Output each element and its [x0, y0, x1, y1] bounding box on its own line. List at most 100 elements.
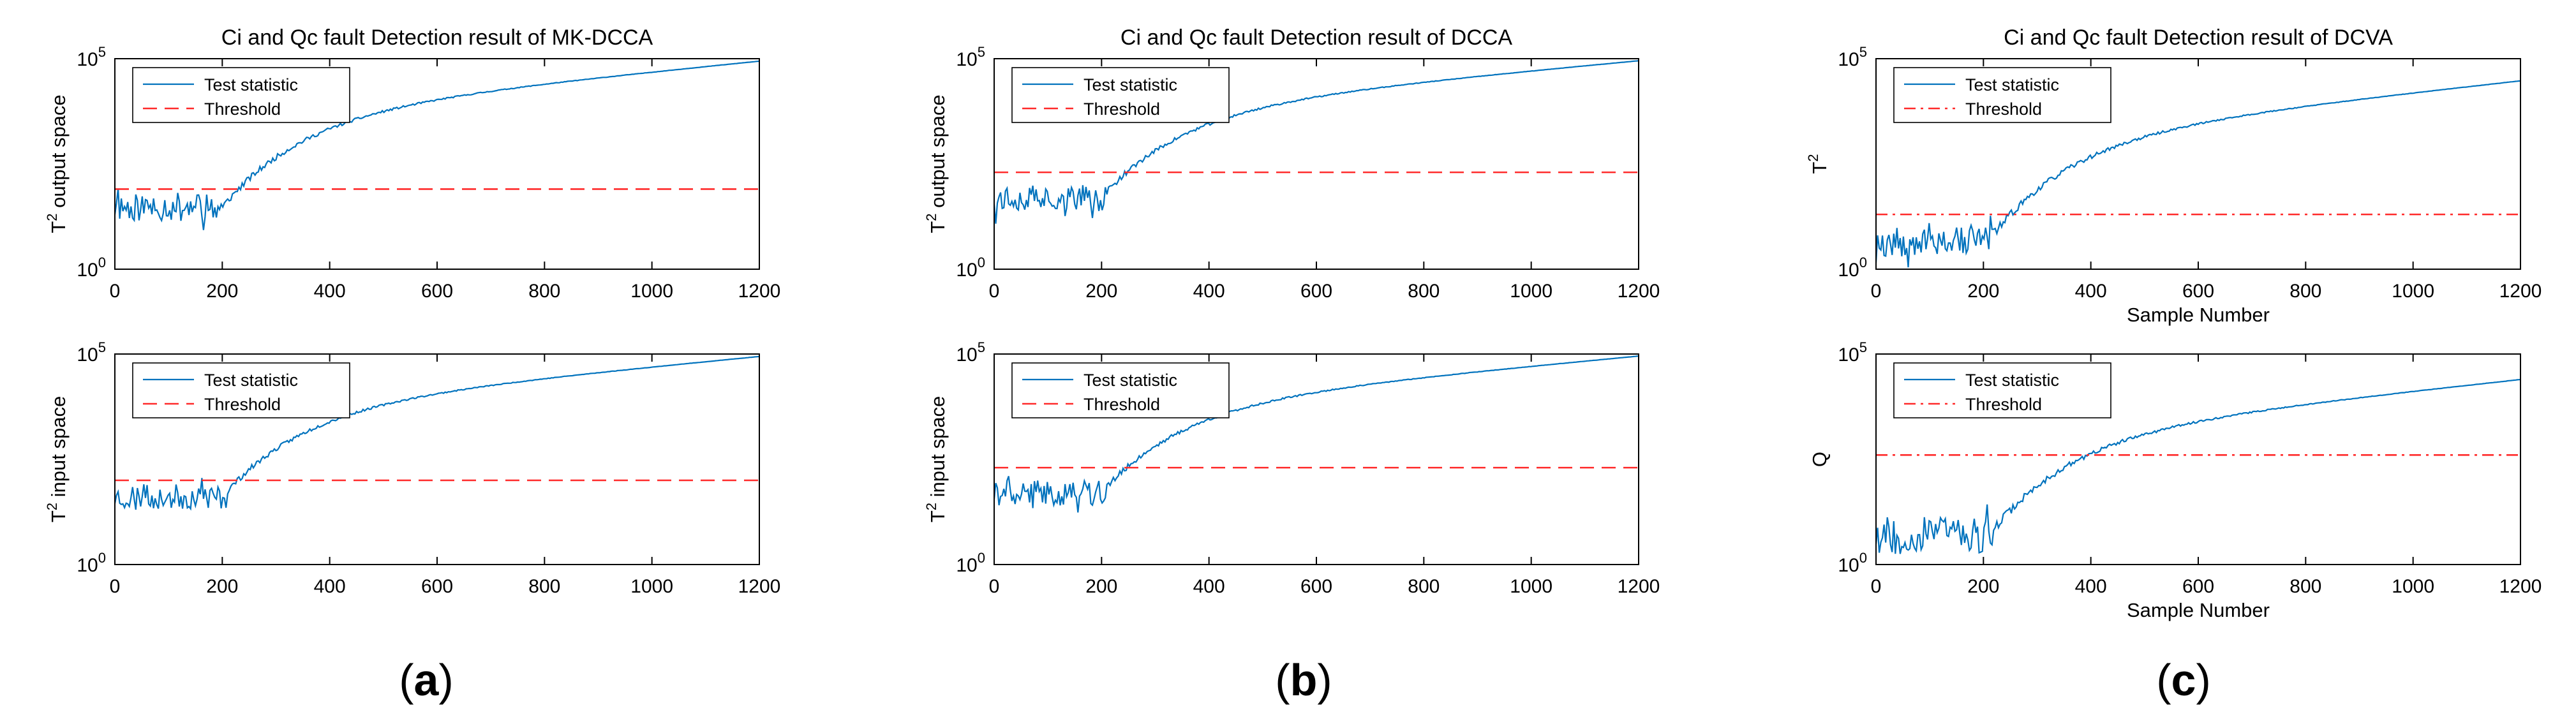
- x-tick-label: 200: [206, 281, 238, 302]
- panel-label-a: (a): [399, 655, 454, 705]
- x-tick-label: 800: [528, 281, 560, 302]
- x-tick-label: 600: [421, 576, 453, 597]
- legend-test-statistic-label: Test statistic: [204, 371, 298, 390]
- chart-title: Ci and Qc fault Detection result of DCCA: [1120, 26, 1512, 50]
- x-tick-label: 0: [989, 281, 1000, 302]
- y-axis-label: T2 input space: [44, 396, 70, 522]
- panel-label-b-letter: b: [1290, 655, 1318, 705]
- x-tick-label: 400: [314, 281, 346, 302]
- x-tick-label: 0: [1871, 576, 1882, 597]
- x-tick-label: 800: [1408, 281, 1440, 302]
- x-tick-label: 1200: [2499, 281, 2542, 302]
- y-tick-label: 100: [1838, 255, 1867, 281]
- x-tick-label: 1200: [1618, 281, 1660, 302]
- x-tick-label: 0: [1871, 281, 1882, 302]
- x-tick-label: 600: [2182, 576, 2214, 597]
- y-axis-label: T2 input space: [923, 396, 949, 522]
- legend-box: [1893, 362, 2111, 418]
- x-tick-label: 1200: [738, 576, 781, 597]
- legend-test-statistic-label: Test statistic: [1083, 75, 1177, 94]
- legend-test-statistic-label: Test statistic: [1083, 371, 1177, 390]
- x-tick-label: 600: [1300, 576, 1332, 597]
- legend-test-statistic-label: Test statistic: [204, 75, 298, 94]
- x-tick-label: 400: [1193, 576, 1225, 597]
- x-tick-label: 200: [1967, 576, 1999, 597]
- x-tick-label: 600: [1300, 281, 1332, 302]
- x-tick-label: 400: [314, 576, 346, 597]
- legend-threshold-label: Threshold: [1083, 100, 1160, 119]
- y-tick-label: 100: [956, 550, 985, 576]
- y-axis-label: Q: [1808, 452, 1831, 467]
- legend-box: [1011, 67, 1230, 123]
- x-tick-label: 600: [421, 281, 453, 302]
- x-tick-label: 200: [1085, 576, 1117, 597]
- y-tick-label: 105: [77, 339, 106, 366]
- y-tick-label: 105: [956, 339, 985, 366]
- chart-c-top: Ci and Qc fault Detection result of DCVA…: [1805, 26, 2542, 326]
- chart-b-top: Ci and Qc fault Detection result of DCCA…: [923, 26, 1660, 302]
- charts-layer: Ci and Qc fault Detection result of MK-D…: [44, 26, 2542, 621]
- y-tick-label: 100: [1838, 550, 1867, 576]
- chart-b-bottom: 0 200 400 600 800 1000 1200 100 105 T2 input spac…: [923, 339, 1660, 597]
- y-tick-label: 100: [956, 255, 985, 281]
- y-axis-label: T2: [1805, 154, 1831, 174]
- x-tick-label: 1000: [1510, 576, 1552, 597]
- chart-a-bottom: 0 200 400 600 800 1000 1200 100 105 T2 input spac…: [44, 339, 780, 597]
- test-statistic-line: [994, 355, 1639, 513]
- x-tick-label: 1000: [2392, 576, 2434, 597]
- panel-label-c-letter: c: [2171, 655, 2196, 705]
- x-tick-label: 1200: [738, 281, 781, 302]
- legend-test-statistic-label: Test statistic: [1965, 75, 2059, 94]
- chart-title: Ci and Qc fault Detection result of DCVA: [2004, 26, 2393, 50]
- panel-label-b: (b): [1275, 655, 1332, 705]
- x-tick-label: 1200: [1618, 576, 1660, 597]
- x-tick-label: 0: [110, 576, 121, 597]
- y-tick-label: 100: [77, 550, 106, 576]
- x-tick-label: 1000: [630, 576, 673, 597]
- panel-label-a-letter: a: [414, 655, 440, 705]
- y-tick-label: 105: [1838, 339, 1867, 366]
- test-statistic-line: [1876, 378, 2520, 554]
- x-axis-label: Sample Number: [2127, 599, 2270, 621]
- legend-box: [132, 362, 350, 418]
- y-tick-label: 105: [1838, 44, 1867, 70]
- legend-threshold-label: Threshold: [1965, 395, 2042, 414]
- y-tick-label: 100: [77, 255, 106, 281]
- x-tick-label: 400: [2075, 576, 2107, 597]
- x-tick-label: 800: [2289, 281, 2321, 302]
- x-tick-label: 1000: [2392, 281, 2434, 302]
- chart-a-top: Ci and Qc fault Detection result of MK-D…: [44, 26, 780, 302]
- x-tick-label: 800: [1408, 576, 1440, 597]
- x-tick-label: 200: [1967, 281, 1999, 302]
- legend-box: [132, 67, 350, 123]
- y-tick-label: 105: [77, 44, 106, 70]
- panel-label-c: (c): [2156, 655, 2211, 705]
- x-tick-label: 1000: [630, 281, 673, 302]
- x-tick-label: 0: [110, 281, 121, 302]
- legend-box: [1893, 67, 2111, 123]
- chart-title: Ci and Qc fault Detection result of MK-D…: [221, 26, 653, 50]
- legend-box: [1011, 362, 1230, 418]
- legend-threshold-label: Threshold: [204, 395, 281, 414]
- x-tick-label: 800: [528, 576, 560, 597]
- x-tick-label: 200: [206, 576, 238, 597]
- y-tick-label: 105: [956, 44, 985, 70]
- legend-threshold-label: Threshold: [1083, 395, 1160, 414]
- test-statistic-line: [994, 60, 1639, 224]
- x-tick-label: 400: [2075, 281, 2107, 302]
- test-statistic-line: [1876, 80, 2520, 268]
- x-tick-label: 1200: [2499, 576, 2542, 597]
- legend-threshold-label: Threshold: [1965, 100, 2042, 119]
- legend-test-statistic-label: Test statistic: [1965, 371, 2059, 390]
- x-tick-label: 0: [989, 576, 1000, 597]
- x-tick-label: 600: [2182, 281, 2214, 302]
- chart-c-bottom: 0 200 400 600 800 1000 1200 100 105 Q Sample Numbe…: [1808, 339, 2542, 621]
- test-statistic-line: [115, 60, 759, 230]
- x-tick-label: 1000: [1510, 281, 1552, 302]
- test-statistic-line: [115, 355, 759, 511]
- x-tick-label: 800: [2289, 576, 2321, 597]
- x-axis-label: Sample Number: [2127, 304, 2270, 326]
- y-axis-label: T2 output space: [923, 94, 949, 233]
- y-axis-label: T2 output space: [44, 94, 70, 233]
